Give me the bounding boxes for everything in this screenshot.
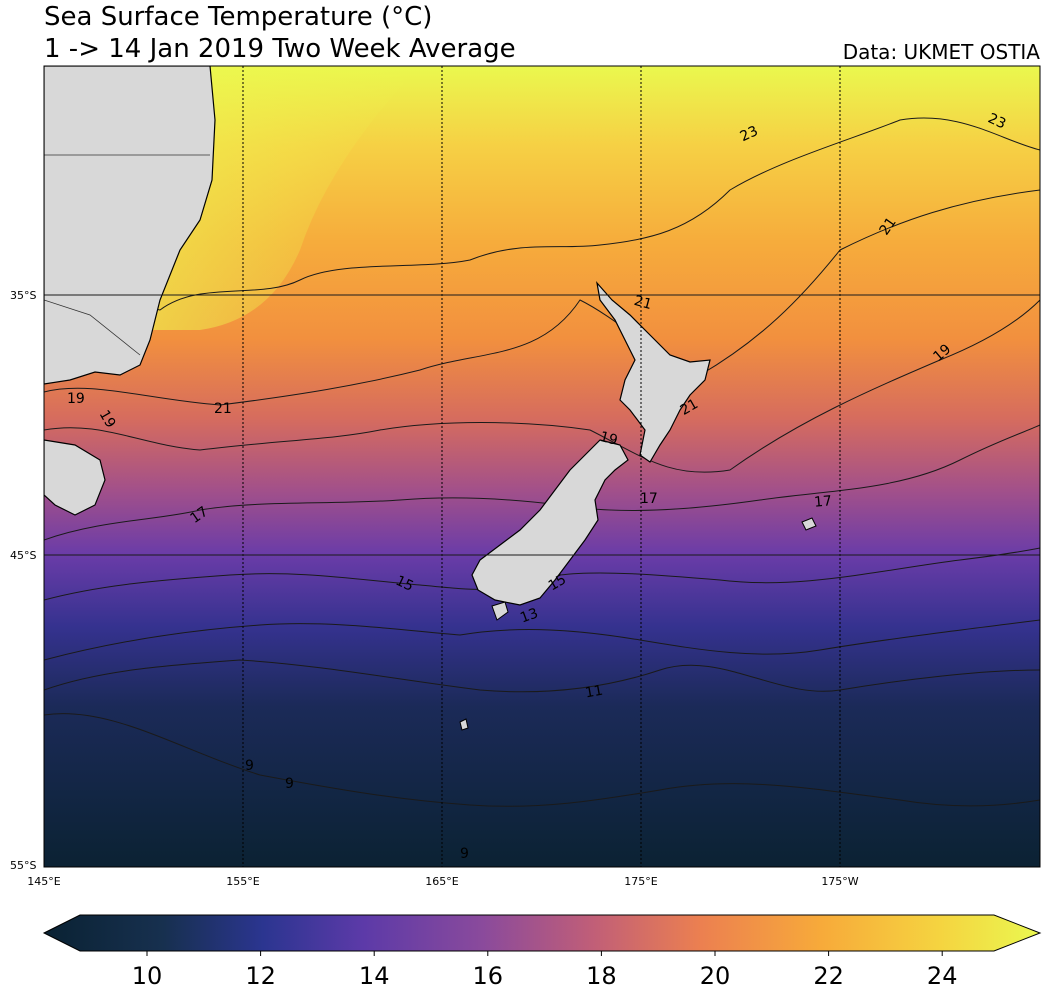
lon-label-175e: 175°E xyxy=(624,875,657,888)
australia-landmass xyxy=(44,66,216,385)
lon-label-165e: 165°E xyxy=(425,875,458,888)
contour-label: 17 xyxy=(640,491,658,507)
contour-label: 15 xyxy=(546,572,569,595)
auckland-islands xyxy=(459,718,469,731)
isotherm-21 xyxy=(44,189,1040,406)
colorbar-tick-label: 10 xyxy=(132,962,163,990)
lat-label-35s: 35°S xyxy=(10,289,36,302)
isotherm-13 xyxy=(44,619,1040,661)
isotherm-23 xyxy=(44,117,1040,331)
lat-label-55s: 55°S xyxy=(10,859,36,872)
contour-label: 17 xyxy=(813,493,832,510)
stewart-island xyxy=(491,601,509,621)
map-title: Sea Surface Temperature (°C) xyxy=(44,2,433,32)
parallels xyxy=(44,294,1040,556)
contour-label: 19 xyxy=(96,407,119,430)
lon-label-175w: 175°W xyxy=(821,875,858,888)
contour-label: 9 xyxy=(460,846,469,862)
lon-label-145e: 145°E xyxy=(27,875,60,888)
contour-label: 21 xyxy=(632,293,653,313)
contour-label: 19 xyxy=(67,391,85,407)
isotherm-9 xyxy=(44,713,1040,807)
tasmania-landmass xyxy=(44,439,106,516)
colorbar-tick-label: 14 xyxy=(359,962,390,990)
chatham-islands xyxy=(801,517,817,531)
colorbar-tick-label: 24 xyxy=(927,962,958,990)
lat-label-45s: 45°S xyxy=(10,549,36,562)
colorbar-tick-label: 12 xyxy=(245,962,276,990)
contour-label: 23 xyxy=(738,123,761,145)
colorbar-tick-label: 20 xyxy=(700,962,731,990)
state-border xyxy=(44,299,141,356)
colorbar-bar xyxy=(42,914,1042,952)
nz-north-island xyxy=(596,281,711,463)
meridians xyxy=(242,66,841,867)
nz-south-island xyxy=(471,439,629,606)
contour-label: 21 xyxy=(214,401,232,417)
colorbar-tick-label: 22 xyxy=(813,962,844,990)
colorbar-ticks: 10 12 14 16 18 20 22 24 xyxy=(132,951,958,990)
lon-label-155e: 155°E xyxy=(226,875,259,888)
contour-label: 21 xyxy=(678,396,701,419)
contour-label: 15 xyxy=(393,573,416,595)
isotherm-11 xyxy=(44,659,1040,693)
colorbar: 10 12 14 16 18 20 22 24 xyxy=(42,914,1042,990)
contour-label: 23 xyxy=(985,110,1008,132)
colorbar-tick-label: 18 xyxy=(586,962,617,990)
contour-label: 13 xyxy=(518,605,540,626)
map-frame xyxy=(43,65,1041,868)
map-subtitle: 1 -> 14 Jan 2019 Two Week Average xyxy=(44,34,516,64)
contour-label: 11 xyxy=(584,683,604,702)
contour-label: 9 xyxy=(245,758,254,774)
map-area: 23 23 21 21 21 21 19 19 19 19 17 17 17 1… xyxy=(44,66,1040,867)
contour-label: 19 xyxy=(598,429,619,449)
isotherm-19 xyxy=(44,299,1040,473)
data-credit: Data: UKMET OSTIA xyxy=(842,40,1040,64)
contour-label: 9 xyxy=(285,776,294,792)
isotherms xyxy=(44,117,1040,807)
colorbar-tick-label: 16 xyxy=(473,962,504,990)
